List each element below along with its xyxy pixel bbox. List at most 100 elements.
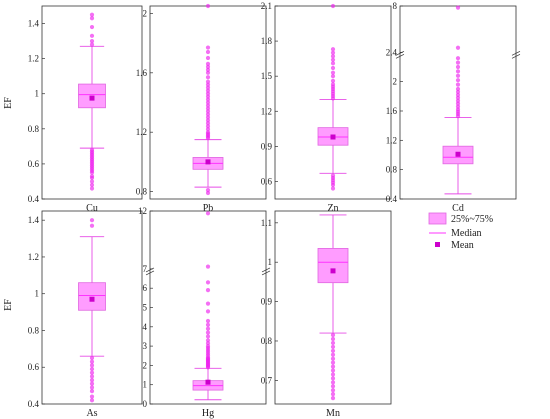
y-tick-label: 7 (143, 264, 148, 274)
y-tick-label: 0.7 (261, 375, 273, 385)
outlier-point (89, 223, 95, 228)
y-tick-label: 0.8 (136, 187, 148, 197)
panels: 0.4 0.6 0.8 1 1.2 1.4 Cu 0.8 1.2 1.6 2 Pb 0.6 0.9 1.2 1… (28, 1, 521, 419)
x-axis-label: Hg (202, 408, 214, 419)
y-tick-label: 1 (143, 380, 148, 390)
y-tick-label: 0.8 (28, 325, 40, 335)
outlier-point (455, 92, 461, 97)
outlier-point (330, 368, 336, 373)
outlier-point (205, 85, 211, 90)
outlier-point (330, 356, 336, 361)
outlier-point (89, 186, 95, 191)
outlier-point (205, 115, 211, 120)
outlier-point (89, 378, 95, 383)
outlier-point (205, 127, 211, 132)
y-tick-label: 2.4 (386, 47, 398, 57)
outlier-point (330, 65, 336, 71)
outlier-point (455, 5, 461, 10)
outlier-point (205, 118, 211, 123)
outlier-point (330, 74, 336, 79)
outlier-point (205, 109, 211, 114)
panel-mn: 0.7 0.8 0.9 1 1.1 Mn (261, 210, 392, 419)
outlier-point (205, 318, 211, 324)
outlier-point (89, 381, 95, 386)
outlier-point (205, 103, 211, 108)
outlier-point (205, 75, 211, 80)
outlier-point (205, 301, 211, 306)
panel-as: 0.4 0.6 0.8 1 1.2 1.4 As (28, 210, 143, 419)
outlier-point (330, 61, 336, 66)
x-axis-label: Cd (452, 203, 464, 214)
outlier-point (330, 3, 336, 9)
outlier-point (205, 97, 211, 102)
outlier-point (89, 363, 95, 368)
outlier-point (205, 280, 211, 285)
axis-break-mark (395, 54, 405, 59)
mean-marker (89, 95, 95, 101)
outlier-point (205, 187, 211, 193)
mean-marker (89, 296, 95, 302)
outlier-point (455, 104, 461, 109)
outlier-point (89, 16, 95, 21)
mean-marker (330, 268, 336, 274)
y-tick-label: 2 (143, 8, 148, 18)
outlier-point (330, 186, 336, 191)
outlier-point (205, 100, 211, 105)
outlier-point (330, 376, 336, 381)
outlier-point (330, 332, 336, 338)
legend-label-box: 25%~75% (451, 214, 493, 225)
outlier-point (330, 384, 336, 389)
outlier-point (205, 330, 211, 335)
outlier-point (330, 352, 336, 357)
outlier-point (205, 190, 211, 196)
y-tick-label: 0.8 (261, 336, 273, 346)
axis-break-mark (261, 267, 271, 273)
y-tick-label: 0.9 (261, 141, 273, 151)
legend-label-median: Median (451, 228, 482, 239)
y-tick-label: 5 (143, 303, 148, 313)
outlier-point (330, 380, 336, 385)
y-tick-label: 2.1 (261, 1, 272, 11)
outlier-point (330, 336, 336, 342)
y-tick-label: 12 (138, 206, 147, 216)
outlier-point (205, 130, 211, 135)
iqr-box (317, 248, 349, 284)
outlier-point (330, 54, 336, 59)
mean-marker (330, 134, 336, 140)
outlier-point (89, 12, 95, 17)
x-axis-label: Cu (86, 203, 98, 214)
outlier-point (330, 173, 336, 178)
outlier-point (89, 33, 95, 38)
y-tick-label: 0.8 (28, 124, 40, 134)
outlier-point (205, 91, 211, 96)
y-tick-label: 0.8 (386, 165, 398, 175)
axis-break-mark (395, 51, 405, 56)
outlier-point (330, 348, 336, 353)
outlier-point (330, 50, 336, 55)
outlier-point (205, 88, 211, 93)
panel-frame (41, 210, 143, 405)
outlier-point (330, 82, 336, 87)
x-axis-label: Mn (326, 408, 340, 419)
mean-marker (205, 379, 211, 385)
y-tick-label: 2 (143, 360, 148, 370)
outlier-point (455, 98, 461, 103)
outlier-point (205, 94, 211, 99)
outlier-point (455, 89, 461, 95)
outlier-point (330, 360, 336, 365)
y-tick-label: 3 (143, 341, 148, 351)
outlier-point (455, 101, 461, 106)
outlier-point (330, 344, 336, 349)
panel-frame (41, 5, 143, 200)
y-tick-label: 1.4 (28, 215, 40, 225)
y-tick-label: 1.6 (136, 68, 148, 78)
y-tick-label: 2 (393, 77, 398, 87)
panel-cd: 0.4 0.8 1.2 1.6 2 2.4 8 Cd (386, 1, 521, 214)
outlier-point (205, 55, 211, 61)
outlier-point (330, 340, 336, 346)
outlier-point (205, 344, 211, 349)
y-tick-label: 1.6 (386, 106, 398, 116)
y-axis-label-bottom: EF (3, 299, 14, 311)
legend-swatch-box (428, 212, 447, 225)
